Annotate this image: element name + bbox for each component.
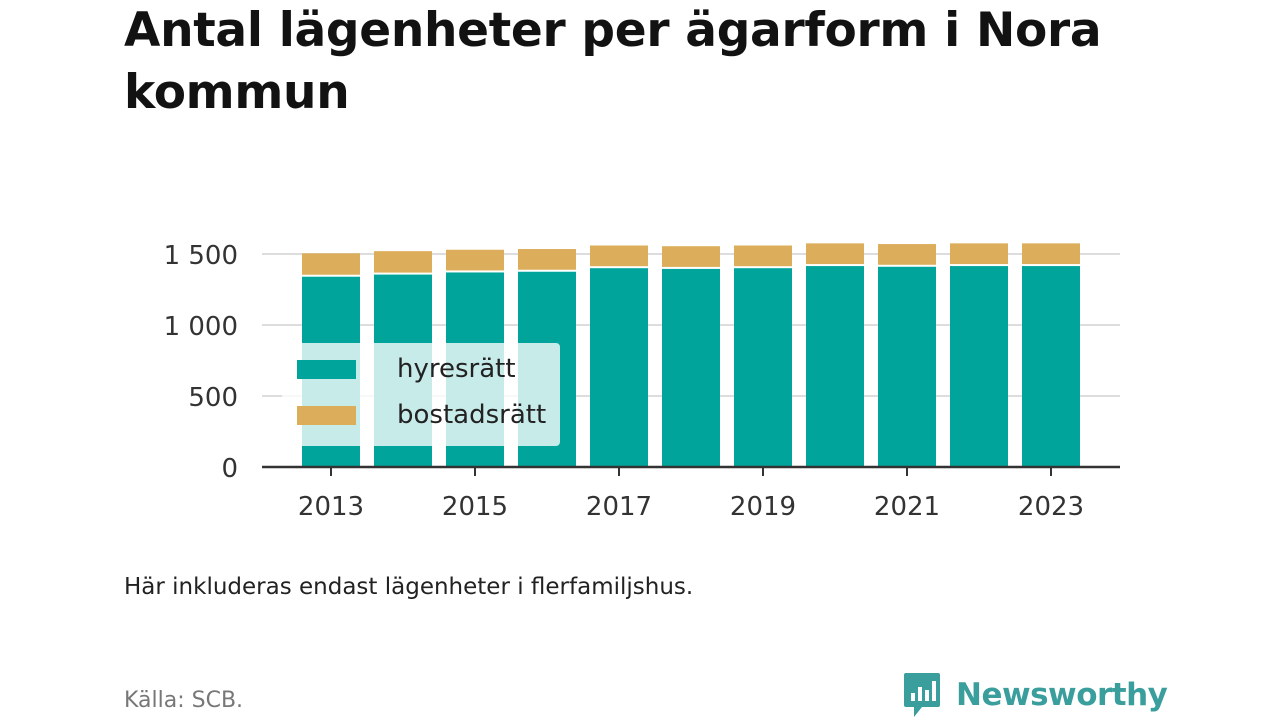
chart-title: Antal lägenheter per ägarform i Nora kom… (124, 3, 1102, 120)
legend-swatch-hyresratt (297, 359, 356, 379)
y-tick-label: 0 (221, 454, 238, 484)
bar-bostadsratt-2015 (446, 249, 504, 271)
bar-hyresratt-2018 (662, 268, 720, 467)
bar-bostadsratt-2021 (878, 244, 936, 265)
bar-bostadsratt-2017 (590, 245, 648, 267)
legend: hyresrätt bostadsrätt (282, 343, 560, 446)
bar-bostadsratt-2018 (662, 246, 720, 267)
legend-item-hyresratt: hyresrätt (297, 349, 516, 389)
bar-bostadsratt-2020 (806, 243, 864, 265)
bar-hyresratt-2022 (950, 266, 1008, 467)
source-label: Källa: SCB. (124, 688, 244, 713)
bar-bostadsratt-2013 (302, 253, 360, 275)
legend-swatch-bostadsratt (297, 405, 356, 425)
x-tick-label: 2019 (730, 492, 796, 522)
bar-hyresratt-2019 (734, 268, 792, 467)
chart-note: Här inkluderas endast lägenheter i flerf… (124, 574, 694, 600)
y-tick-label: 1 500 (164, 241, 238, 271)
x-tick-label: 2021 (874, 492, 940, 522)
legend-label-hyresratt: hyresrätt (397, 354, 516, 384)
bar-hyresratt-2023 (1022, 266, 1080, 467)
x-tick-label: 2015 (442, 492, 508, 522)
bar-bostadsratt-2016 (518, 249, 576, 270)
bar-bostadsratt-2014 (374, 251, 432, 273)
y-tick-label: 1 000 (164, 312, 238, 342)
legend-item-bostadsratt: bostadsrätt (297, 395, 546, 435)
bar-bostadsratt-2019 (734, 245, 792, 267)
brand-name: Newsworthy (956, 677, 1168, 713)
legend-label-bostadsratt: bostadsrätt (397, 400, 547, 430)
bar-bostadsratt-2023 (1022, 243, 1080, 265)
x-tick-label: 2023 (1018, 492, 1084, 522)
bar-hyresratt-2020 (806, 266, 864, 467)
y-tick-label: 500 (188, 383, 238, 413)
brand-logo: Newsworthy (902, 670, 1168, 720)
bar-hyresratt-2017 (590, 268, 648, 467)
newsworthy-icon (904, 673, 940, 717)
x-tick-label: 2013 (298, 492, 364, 522)
bar-bostadsratt-2022 (950, 243, 1008, 265)
bar-hyresratt-2021 (878, 266, 936, 467)
x-tick-label: 2017 (586, 492, 652, 522)
